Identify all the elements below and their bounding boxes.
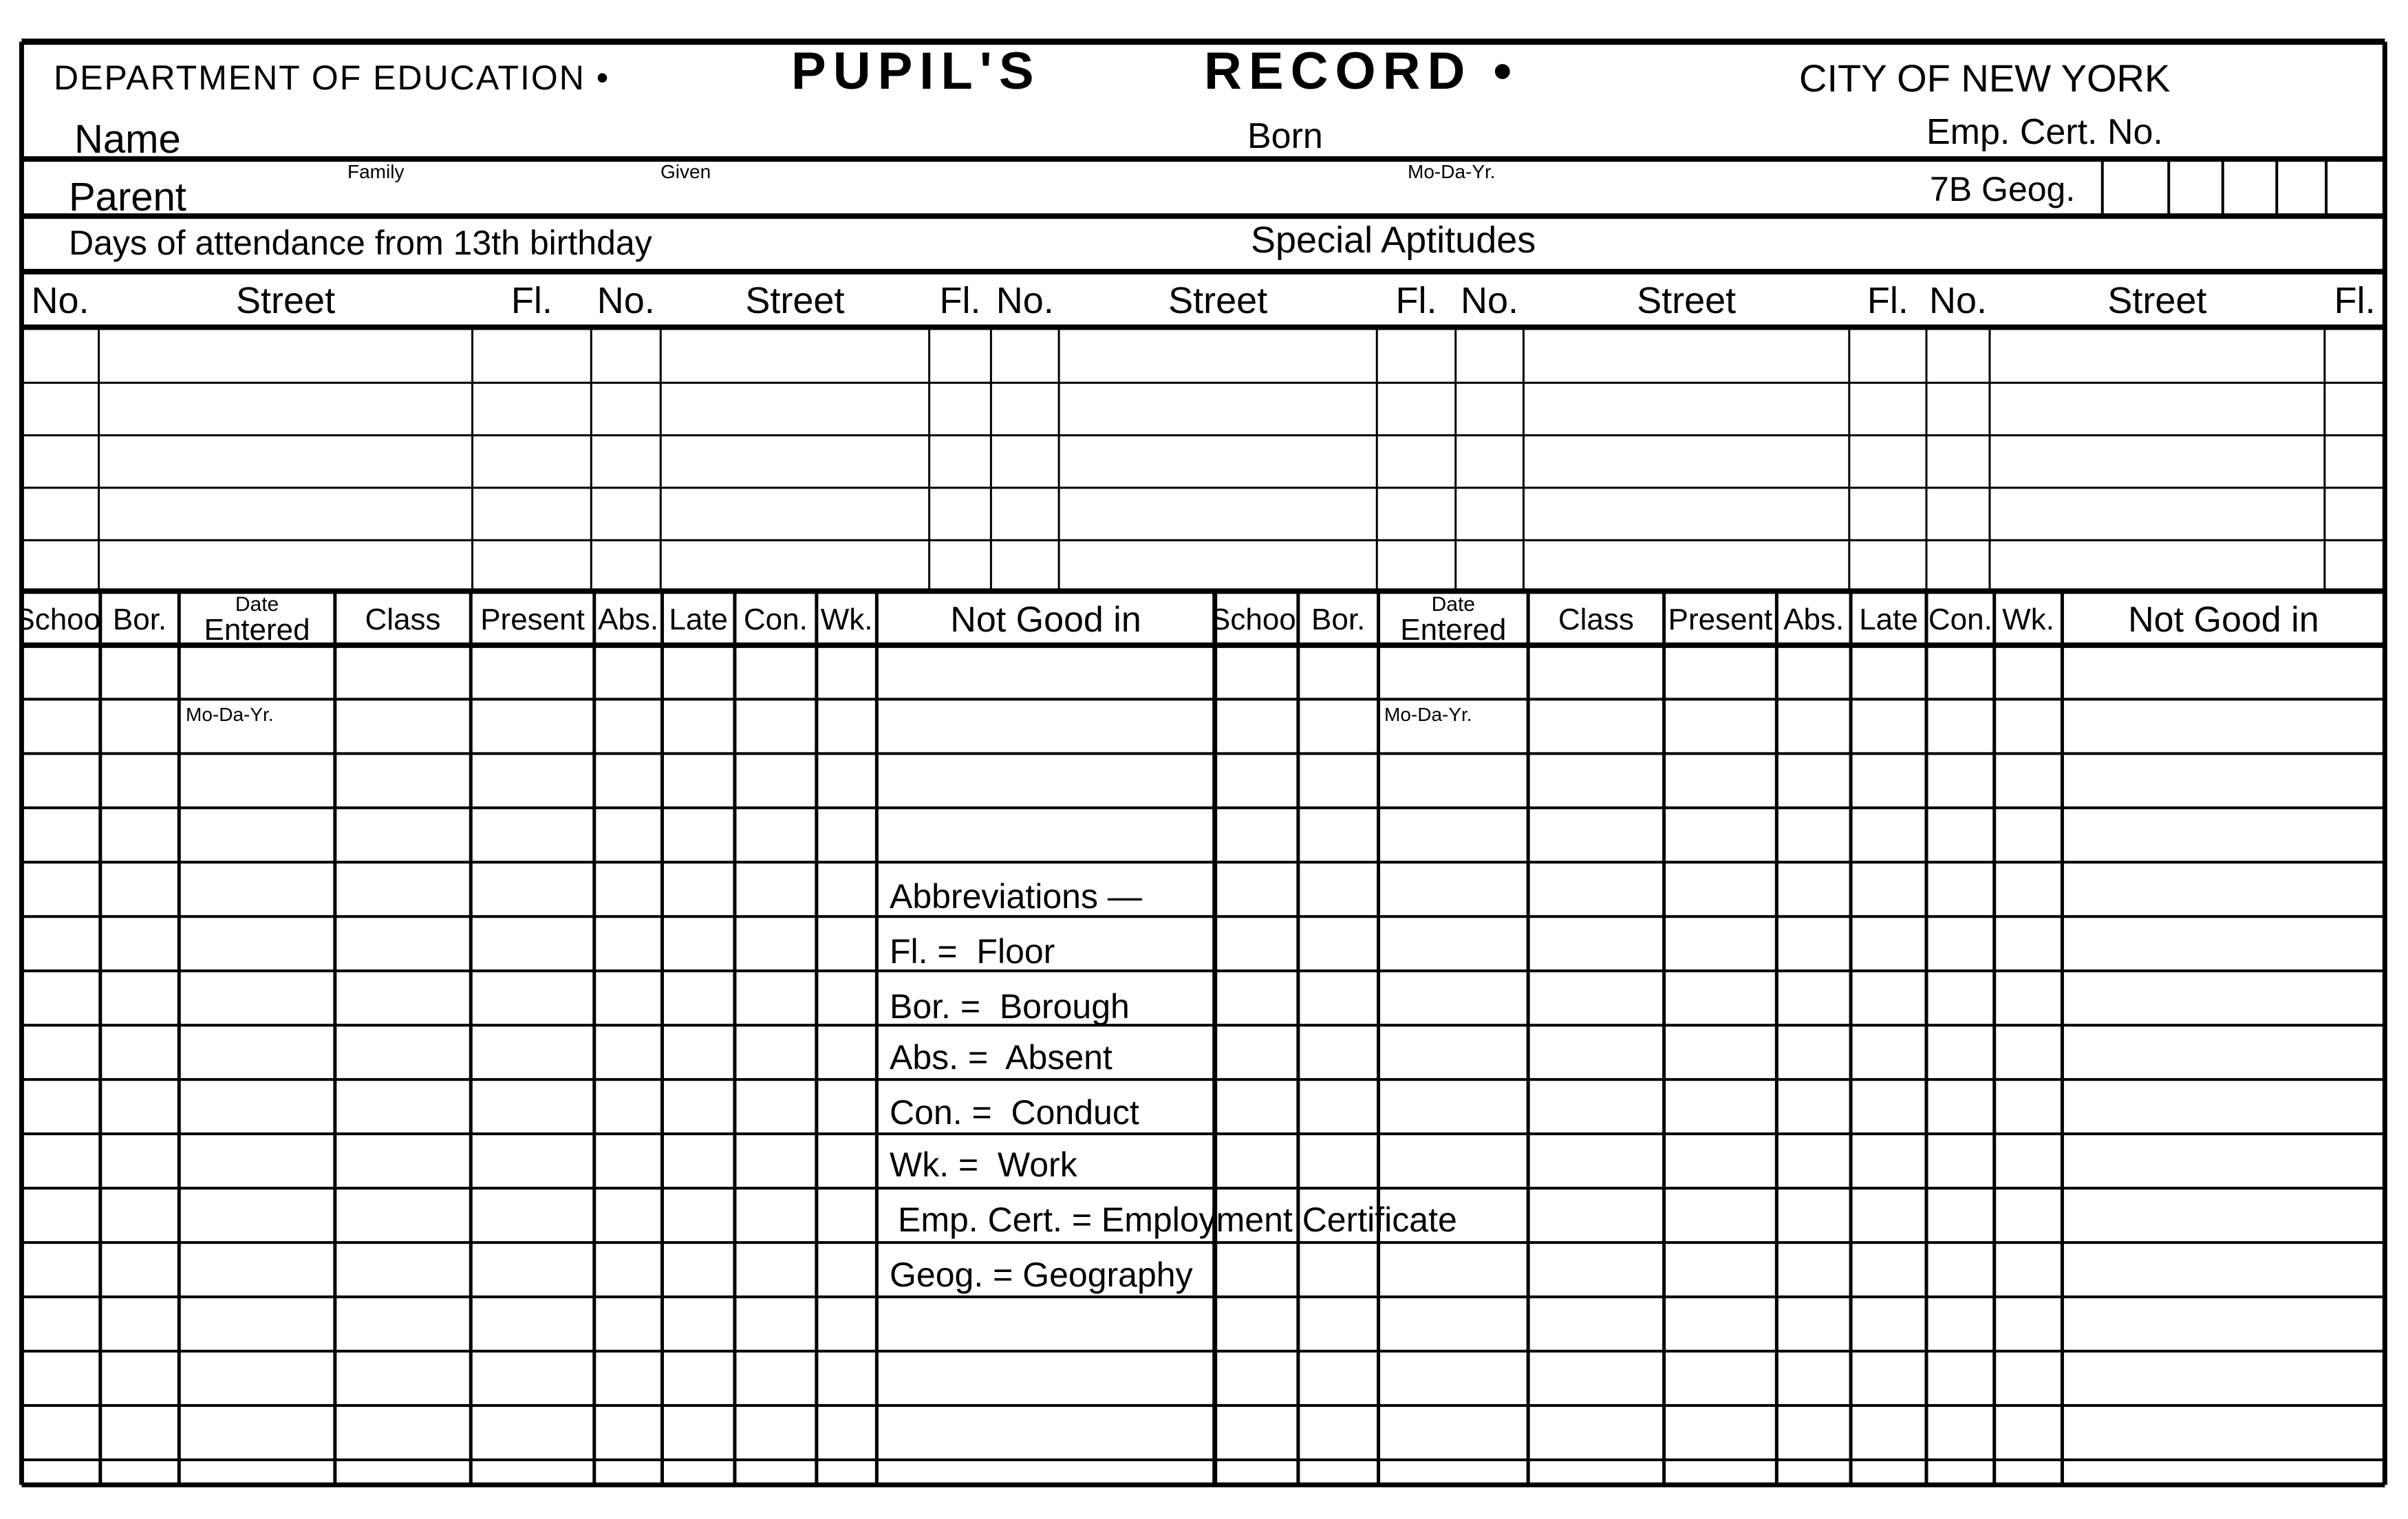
abbreviation-item: Bor. = Borough: [890, 987, 1130, 1026]
given-sublabel: Given: [660, 161, 711, 182]
record-header-present: Present: [1668, 602, 1773, 636]
record-header-entered: Date Entered: [179, 594, 335, 645]
record-header-class: Class: [1558, 602, 1634, 636]
address-header-no: No.: [31, 280, 89, 322]
address-header-no: No.: [596, 280, 655, 322]
city-heading: CITY OF NEW YORK: [1799, 56, 2171, 100]
address-header-street: Street: [745, 280, 845, 322]
record-header-late: Late: [1859, 602, 1918, 636]
address-header-street: Street: [2107, 280, 2207, 322]
record-header-top-line: Date: [1431, 594, 1475, 616]
address-header-street: Street: [1168, 280, 1268, 322]
address-header-fl: Fl.: [939, 280, 981, 322]
record-header-abs-: Abs.: [1783, 602, 1845, 636]
record-header-abs-: Abs.: [598, 602, 659, 636]
record-header-bor-: Bor.: [1311, 602, 1366, 636]
days-attendance-label: Days of attendance from 13th birthday: [69, 224, 652, 262]
address-header-fl: Fl.: [510, 280, 552, 322]
record-header-label: Entered: [1400, 612, 1507, 645]
date-format-right: Mo-Da-Yr.: [1384, 704, 1472, 725]
record-header-top-line: Date: [235, 594, 279, 616]
date-format-left: Mo-Da-Yr.: [186, 704, 274, 725]
abbreviation-item: Abs. = Absent: [890, 1038, 1112, 1077]
record-header-school: School: [1214, 602, 1298, 636]
parent-label: Parent: [69, 175, 186, 219]
born-format-sublabel: Mo-Da-Yr.: [1408, 161, 1496, 182]
record-header-label: Entered: [204, 612, 310, 645]
abbreviation-item: Wk. = Work: [890, 1145, 1077, 1184]
address-header-fl: Fl.: [2334, 280, 2376, 322]
address-header-street: Street: [236, 280, 336, 322]
record-header-con-: Con.: [1928, 602, 1992, 636]
born-label: Born: [1247, 116, 1323, 156]
abbreviations-title: Abbreviations —: [890, 877, 1142, 916]
abbreviation-item: Emp. Cert. = Employment Certificate: [898, 1200, 1457, 1239]
record-header-late: Late: [669, 602, 729, 636]
geog-label: 7B Geog.: [1930, 170, 2076, 208]
address-header-street: Street: [1637, 280, 1737, 322]
title-pupils: PUPIL'S: [791, 42, 1041, 100]
address-header-no: No.: [1928, 280, 1988, 322]
abbreviation-item: Fl. = Floor: [890, 932, 1055, 971]
record-header-con-: Con.: [743, 602, 808, 636]
abbreviation-item: Con. = Conduct: [890, 1093, 1139, 1132]
record-header-school: School: [21, 602, 100, 636]
department-heading: DEPARTMENT OF EDUCATION •: [54, 58, 610, 97]
record-header-wk-: Wk.: [820, 602, 873, 636]
record-header-bor-: Bor.: [112, 602, 167, 636]
abbreviation-item: Geog. = Geography: [890, 1256, 1193, 1294]
record-header-not-good-in: Not Good in: [2128, 599, 2319, 640]
record-header-not-good-in: Not Good in: [950, 599, 1141, 640]
address-header-no: No.: [1461, 280, 1519, 322]
special-aptitudes-label: Special Aptitudes: [1251, 219, 1536, 261]
record-header-present: Present: [480, 602, 585, 636]
family-sublabel: Family: [347, 161, 405, 182]
address-header-fl: Fl.: [1395, 280, 1437, 322]
name-label: Name: [74, 117, 181, 162]
record-header-entered: Date Entered: [1379, 594, 1529, 645]
emp-cert-label: Emp. Cert. No.: [1926, 112, 2163, 152]
record-header-class: Class: [365, 602, 441, 636]
title-record: RECORD •: [1204, 42, 1519, 100]
record-header-wk-: Wk.: [2002, 602, 2054, 636]
address-header-fl: Fl.: [1867, 280, 1909, 322]
address-header-no: No.: [996, 280, 1054, 322]
